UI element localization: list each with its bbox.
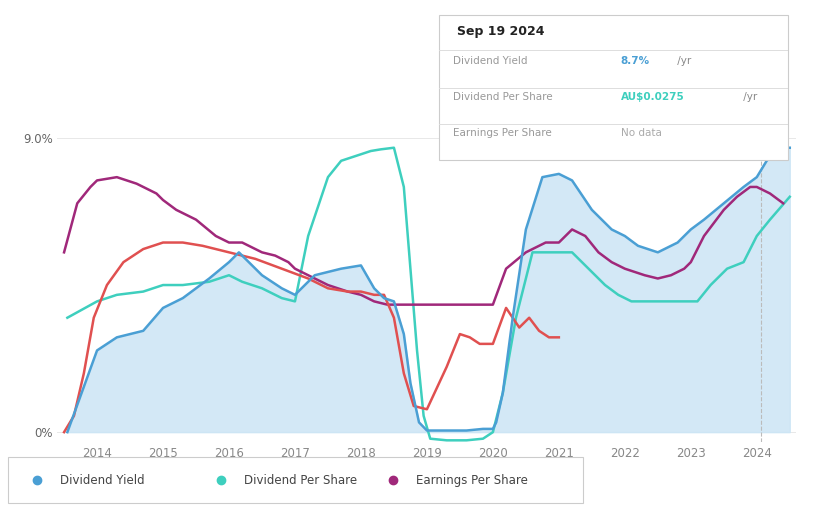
- Text: /yr: /yr: [740, 92, 757, 102]
- Text: Earnings Per Share: Earnings Per Share: [453, 128, 552, 138]
- Text: Past: Past: [763, 151, 785, 161]
- Text: 8.7%: 8.7%: [621, 56, 649, 66]
- Text: Dividend Per Share: Dividend Per Share: [244, 473, 357, 487]
- Text: Earnings Per Share: Earnings Per Share: [416, 473, 528, 487]
- FancyBboxPatch shape: [8, 457, 583, 503]
- Text: Dividend Per Share: Dividend Per Share: [453, 92, 553, 102]
- Text: Dividend Yield: Dividend Yield: [453, 56, 528, 66]
- Text: No data: No data: [621, 128, 662, 138]
- FancyBboxPatch shape: [439, 15, 788, 160]
- Text: Sep 19 2024: Sep 19 2024: [456, 25, 544, 39]
- Text: AU$0.0275: AU$0.0275: [621, 92, 685, 102]
- Text: /yr: /yr: [674, 56, 691, 66]
- Text: Dividend Yield: Dividend Yield: [60, 473, 144, 487]
